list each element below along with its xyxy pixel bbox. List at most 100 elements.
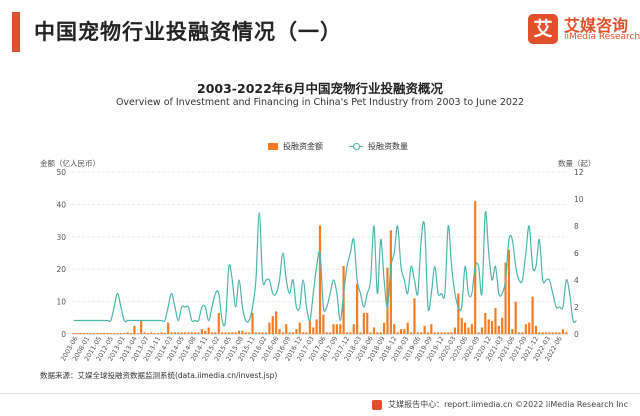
amount-bar [180, 332, 183, 334]
amount-bar [295, 329, 298, 334]
amount-bar [248, 332, 251, 334]
amount-bar [183, 332, 187, 334]
amount-bar [517, 332, 521, 334]
amount-bar [447, 332, 450, 334]
amount-bar [271, 316, 274, 334]
y-tick-label: 30 [56, 233, 66, 242]
amount-bar [342, 265, 345, 334]
page-title: 中国宠物行业投融资情况（一） [34, 20, 342, 44]
amount-bar [528, 322, 531, 334]
amount-bar [396, 332, 399, 334]
logo-english-name: iiMedia Research [564, 32, 640, 42]
amount-bar [153, 333, 156, 334]
footer: 艾媒报告中心：report.iimedia.cn ©2022 iiMedia R… [372, 399, 628, 410]
amount-bar [136, 333, 139, 334]
amount-bar [484, 312, 487, 334]
amount-bar [565, 332, 568, 334]
amount-bar [457, 293, 460, 334]
amount-bar [399, 329, 403, 334]
amount-bar [477, 332, 480, 334]
amount-bar [480, 327, 484, 334]
amount-bar [464, 322, 467, 334]
amount-bar [241, 330, 244, 334]
amount-bar [426, 332, 430, 334]
amount-bar [453, 327, 457, 334]
amount-bar [379, 332, 382, 334]
amount-bar [113, 333, 116, 334]
logo-mark: 艾 [528, 14, 558, 44]
amount-bar [298, 322, 301, 334]
amount-bar [345, 332, 349, 334]
amount-bar [251, 312, 254, 334]
y-tick-label: 20 [56, 265, 66, 274]
legend-amount-swatch [268, 143, 278, 150]
amount-bar [204, 330, 207, 334]
y-tick-label: 10 [56, 298, 66, 307]
amount-bar [325, 332, 328, 334]
count-series-line [73, 211, 577, 327]
amount-bar [197, 332, 200, 334]
amount-bar [86, 333, 89, 334]
amount-bar [308, 321, 311, 334]
amount-bar [521, 332, 524, 334]
amount-bar [102, 333, 106, 334]
amount-bar [514, 301, 517, 334]
amount-bar [160, 332, 163, 334]
footer-logo-icon [372, 399, 383, 410]
amount-bar [140, 321, 143, 334]
amount-bar [433, 332, 436, 334]
amount-bar [254, 332, 257, 334]
chart-legend: 投融资金额 投融资数量 [268, 141, 408, 152]
amount-bar [210, 332, 214, 334]
amount-bar [305, 332, 308, 334]
amount-bar [511, 329, 514, 334]
amount-bar [366, 312, 369, 334]
amount-bar [75, 333, 79, 334]
amount-bar [167, 322, 170, 334]
amount-bar [150, 332, 153, 334]
amount-bar [200, 329, 203, 334]
amount-bar [173, 332, 176, 334]
amount-bar [322, 314, 325, 334]
amount-bar [504, 262, 507, 334]
amount-bar [302, 332, 305, 334]
amount-bar [278, 329, 281, 334]
amount-bar [119, 333, 123, 334]
y-tick-label: 50 [56, 168, 66, 177]
amount-bar [109, 333, 112, 334]
amount-bar [376, 332, 379, 334]
amount-bar [413, 298, 416, 334]
amount-bar [79, 333, 82, 334]
amount-bar [126, 332, 129, 334]
amount-bar [494, 308, 497, 334]
amount-bar [470, 324, 473, 334]
amount-bar [362, 312, 365, 334]
amount-bar [339, 324, 342, 334]
amount-bar [82, 333, 85, 334]
amount-bar [237, 330, 241, 334]
amount-bar [285, 324, 288, 334]
amount-bar [356, 283, 359, 334]
amount-bar [416, 332, 419, 334]
amount-bar [268, 322, 271, 334]
amount-bar [264, 332, 268, 334]
amount-bar [99, 333, 102, 334]
amount-bar [143, 332, 146, 334]
y2-tick-label: 10 [574, 195, 584, 204]
amount-bar [359, 332, 362, 334]
amount-bar [352, 324, 355, 334]
amount-bar [538, 332, 541, 334]
amount-bar [92, 333, 96, 334]
amount-bar [231, 332, 234, 334]
amount-bar [335, 324, 338, 334]
amount-bar [555, 332, 558, 334]
amount-bar [561, 329, 565, 334]
y2-tick-label: 4 [574, 276, 579, 285]
amount-bar [430, 324, 433, 334]
amount-bar [383, 322, 386, 334]
amount-bar [207, 327, 210, 334]
amount-bar [531, 296, 534, 334]
amount-bar [129, 333, 133, 334]
y2-tick-label: 8 [574, 222, 579, 231]
amount-bar [116, 333, 119, 334]
